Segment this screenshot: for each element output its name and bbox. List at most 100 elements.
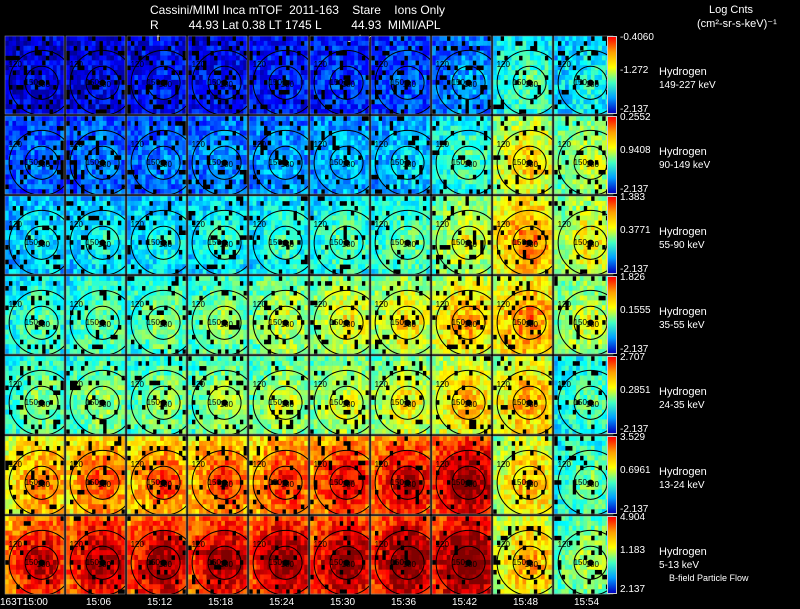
contour-label: 120 — [436, 460, 450, 469]
saturn-marker — [465, 239, 472, 246]
saturn-marker — [282, 159, 289, 166]
contour-label: 180 — [464, 400, 478, 409]
contour-label: 120 — [558, 540, 572, 549]
contour-label: 150 — [452, 238, 466, 247]
contour-label: 150 — [25, 318, 39, 327]
contour-label: 150 — [25, 78, 39, 87]
contour-label: 120 — [9, 300, 23, 309]
contour-label: 120 — [9, 460, 23, 469]
colorbar-cmin-label: -2.137 — [620, 184, 649, 195]
contour-label: 180 — [403, 80, 417, 89]
saturn-marker — [99, 239, 106, 246]
contour-label: 150 — [208, 78, 222, 87]
saturn-marker — [404, 239, 411, 246]
contour-label: 180 — [159, 80, 173, 89]
colorbar — [607, 516, 617, 594]
contour-label: 120 — [192, 460, 206, 469]
saturn-marker — [38, 239, 45, 246]
contour-label: 180 — [342, 160, 356, 169]
contour-label: 180 — [403, 160, 417, 169]
contour-label: 120 — [9, 140, 23, 149]
saturn-marker — [343, 79, 350, 87]
saturn-marker — [38, 559, 45, 566]
contour-label: 150 — [391, 318, 405, 327]
species-label: Hydrogen — [659, 226, 707, 238]
contour-label: 150 — [574, 318, 588, 327]
contour-label: 150 — [86, 318, 100, 327]
saturn-marker — [99, 79, 106, 87]
contour-label: 120 — [131, 60, 145, 69]
contour-label: 180 — [220, 400, 234, 409]
saturn-marker — [99, 559, 106, 566]
contour-label: 180 — [98, 400, 112, 409]
contour-label: 180 — [464, 560, 478, 569]
contour-label: 150 — [147, 318, 161, 327]
species-label: Hydrogen — [659, 466, 707, 478]
saturn-marker — [38, 159, 45, 166]
contour-label: 150 — [269, 78, 283, 87]
colorbar-cmid-label: -1.272 — [620, 65, 649, 76]
time-tick-label: 15:48 — [513, 597, 539, 608]
saturn-marker — [343, 319, 350, 326]
contour-label: 180 — [464, 80, 478, 89]
contour-label: 120 — [314, 540, 328, 549]
image-grid: 1501801201501801201501801201501801201501… — [4, 35, 614, 595]
contour-label: 150 — [208, 398, 222, 407]
contour-label: 150 — [269, 478, 283, 487]
contour-label: 150 — [269, 158, 283, 167]
contour-label: 180 — [525, 560, 539, 569]
saturn-marker — [160, 239, 167, 246]
saturn-marker — [221, 479, 228, 486]
contour-label: 120 — [497, 140, 511, 149]
contour-label: 150 — [330, 318, 344, 327]
contour-label: 150 — [25, 558, 39, 567]
contour-label: 180 — [220, 160, 234, 169]
contour-label: 120 — [314, 60, 328, 69]
contour-label: 180 — [342, 320, 356, 329]
time-tick-label: 15:18 — [208, 597, 234, 608]
saturn-marker — [587, 479, 594, 486]
contour-label: 180 — [464, 240, 478, 249]
contour-label: 120 — [253, 60, 267, 69]
colorbar-cmid-label: 1.183 — [620, 545, 646, 556]
contour-label: 120 — [253, 540, 267, 549]
contour-label: 120 — [131, 540, 145, 549]
colorbar-cmin-label: -2.137 — [620, 424, 649, 435]
saturn-marker — [587, 319, 594, 326]
saturn-marker — [465, 159, 472, 166]
contour-label: 180 — [37, 80, 51, 89]
saturn-marker — [587, 559, 594, 566]
saturn-marker — [343, 239, 350, 246]
species-label: Hydrogen — [659, 306, 707, 318]
header-subtitle: R 44.93 Lat 0.38 LT 1745 L 44.93 MIMI/AP… — [150, 18, 441, 32]
contour-label: 120 — [375, 300, 389, 309]
contour-label: 150 — [269, 398, 283, 407]
contour-label: 120 — [558, 380, 572, 389]
contour-label: 120 — [192, 140, 206, 149]
contour-label: 150 — [269, 238, 283, 247]
contour-label: 120 — [375, 380, 389, 389]
colorbar — [607, 196, 617, 274]
contour-label: 120 — [192, 540, 206, 549]
contour-label: 150 — [391, 558, 405, 567]
